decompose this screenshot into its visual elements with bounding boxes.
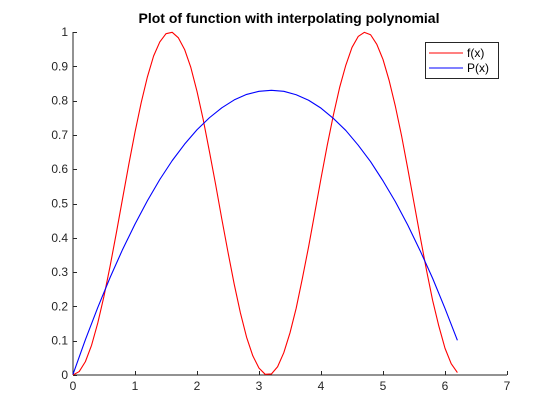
series-line-1 xyxy=(72,89,458,375)
x-tick-label: 0 xyxy=(70,379,77,393)
y-tick-label: 0.1 xyxy=(51,334,68,348)
y-tick-label: 0 xyxy=(61,368,68,382)
legend-box xyxy=(425,42,499,79)
legend: f(x)P(x) xyxy=(425,42,499,79)
x-tick-label: 1 xyxy=(132,379,139,393)
y-tick-label: 0.3 xyxy=(51,265,68,279)
legend-label-1: P(x) xyxy=(467,61,489,75)
x-tick-label: 6 xyxy=(442,379,449,393)
y-tick-label: 1 xyxy=(61,25,68,39)
series-layer xyxy=(72,31,458,376)
x-tick-label: 5 xyxy=(380,379,387,393)
y-tick-label: 0.6 xyxy=(51,162,68,176)
y-tick-label: 0.5 xyxy=(51,197,68,211)
y-tick-label: 0.9 xyxy=(51,59,68,73)
x-tick-label: 7 xyxy=(504,379,511,393)
x-tick-label: 2 xyxy=(194,379,201,393)
y-tick-label: 0.8 xyxy=(51,94,68,108)
y-tick-label: 0.4 xyxy=(51,231,68,245)
x-tick-label: 3 xyxy=(256,379,263,393)
y-tick-label: 0.7 xyxy=(51,128,68,142)
x-tick-label: 4 xyxy=(318,379,325,393)
legend-label-0: f(x) xyxy=(467,46,484,60)
chart-title: Plot of function with interpolating poly… xyxy=(139,10,440,26)
series-line-0 xyxy=(72,31,458,376)
axes: 0 1 2 3 4 5 6 7 0 0.1 0.2 0.3 0.4 0.5 0.6 0.7 0.8 0.9 1 xyxy=(51,25,510,393)
y-tick-label: 0.2 xyxy=(51,299,68,313)
